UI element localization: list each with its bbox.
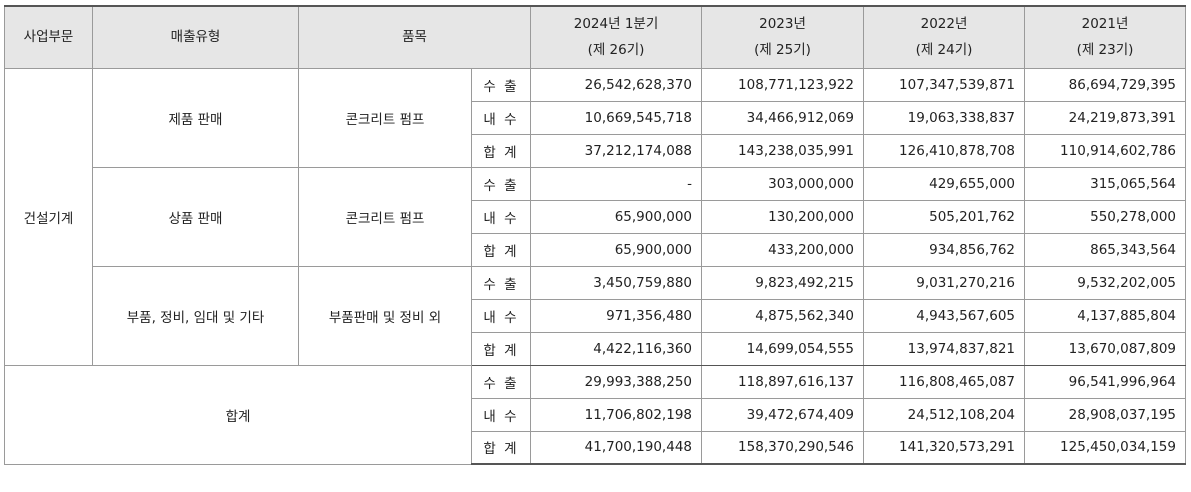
value-cell: 14,699,054,555 — [701, 331, 864, 366]
item-cell: 콘크리트 펌프 — [298, 67, 472, 168]
value-cell: 433,200,000 — [701, 232, 864, 267]
value-cell: 19,063,338,837 — [863, 100, 1025, 135]
header-row: 사업부문 매출유형 품목 2024년 1분기 (제 26기) 2023년 (제 … — [4, 5, 1186, 69]
value-cell: 126,410,878,708 — [863, 133, 1025, 168]
header-period-2024q1: 2024년 1분기 (제 26기) — [530, 5, 702, 69]
value-cell: 141,320,573,291 — [863, 430, 1025, 465]
value-cell: 130,200,000 — [701, 199, 864, 234]
value-cell: 158,370,290,546 — [701, 430, 864, 465]
value-cell: 9,823,492,215 — [701, 265, 864, 300]
table-row: 상품 판매 콘크리트 펌프 수 출 - 303,000,000 429,655,… — [5, 166, 1186, 267]
value-cell: 28,908,037,195 — [1024, 397, 1186, 432]
value-cell: 24,219,873,391 — [1024, 100, 1186, 135]
value-cell: 34,466,912,069 — [701, 100, 864, 135]
value-cell: 315,065,564 — [1024, 166, 1186, 201]
total-row: 합계 수 출 29,993,388,250 118,897,616,137 11… — [4, 364, 1186, 465]
table-row: 건설기계 제품 판매 콘크리트 펌프 수 출 26,542,628,370 10… — [4, 67, 1186, 366]
kind-cell: 합 계 — [471, 133, 531, 168]
kind-cell: 수 출 — [471, 265, 531, 300]
table-row: 합 계 37,212,174,088 143,238,035,991 126,4… — [5, 133, 1186, 168]
value-cell: 65,900,000 — [530, 232, 702, 267]
kind-cell: 수 출 — [471, 166, 531, 201]
kind-cell: 내 수 — [471, 199, 531, 234]
value-cell: 9,532,202,005 — [1024, 265, 1186, 300]
item-cell: 부품판매 및 정비 외 — [298, 265, 472, 366]
value-cell: 118,897,616,137 — [701, 364, 864, 399]
value-cell: 65,900,000 — [530, 199, 702, 234]
table-row: 부품, 정비, 임대 및 기타 부품판매 및 정비 외 수 출 3,450,75… — [5, 265, 1186, 366]
period-term: (제 24기) — [915, 42, 973, 59]
header-period-2023: 2023년 (제 25기) — [701, 5, 864, 69]
period-term: (제 25기) — [754, 42, 811, 59]
division-cell: 건설기계 — [4, 67, 93, 366]
table-row: 합 계 65,900,000 433,200,000 934,856,762 8… — [5, 232, 1186, 267]
value-cell: 3,450,759,880 — [530, 265, 702, 300]
period-term: (제 23기) — [1076, 42, 1134, 59]
value-cell: 13,670,087,809 — [1024, 331, 1186, 366]
value-cell: 125,450,034,159 — [1024, 430, 1186, 465]
period-year: 2024년 1분기 — [573, 16, 659, 33]
total-row: 합 계 41,700,190,448 158,370,290,546 141,3… — [5, 430, 1186, 465]
value-cell: 934,856,762 — [863, 232, 1025, 267]
value-cell: 110,914,602,786 — [1024, 133, 1186, 168]
period-term: (제 26기) — [587, 42, 645, 59]
value-cell: 13,974,837,821 — [863, 331, 1025, 366]
sales-table: 사업부문 매출유형 품목 2024년 1분기 (제 26기) 2023년 (제 … — [4, 5, 1186, 465]
value-cell: 303,000,000 — [701, 166, 864, 201]
period-year: 2023년 — [759, 16, 806, 33]
kind-cell: 내 수 — [471, 298, 531, 333]
value-cell: 865,343,564 — [1024, 232, 1186, 267]
header-sales-type: 매출유형 — [92, 5, 299, 69]
kind-cell: 합 계 — [471, 331, 531, 366]
value-cell: 37,212,174,088 — [530, 133, 702, 168]
kind-cell: 합 계 — [471, 232, 531, 267]
table-row: 내 수 65,900,000 130,200,000 505,201,762 5… — [5, 199, 1186, 234]
sales-type-cell: 부품, 정비, 임대 및 기타 — [92, 265, 299, 366]
value-cell: 29,993,388,250 — [530, 364, 702, 399]
kind-cell: 수 출 — [471, 67, 531, 102]
value-cell: 550,278,000 — [1024, 199, 1186, 234]
value-cell: 86,694,729,395 — [1024, 67, 1186, 102]
value-cell: 108,771,123,922 — [701, 67, 864, 102]
value-cell: 39,472,674,409 — [701, 397, 864, 432]
period-year: 2022년 — [920, 16, 968, 33]
value-cell: 24,512,108,204 — [863, 397, 1025, 432]
table-row: 내 수 10,669,545,718 34,466,912,069 19,063… — [5, 100, 1186, 135]
kind-cell: 수 출 — [471, 364, 531, 399]
value-cell: 41,700,190,448 — [530, 430, 702, 465]
header-item: 품목 — [298, 5, 531, 69]
value-cell: 9,031,270,216 — [863, 265, 1025, 300]
value-cell: 143,238,035,991 — [701, 133, 864, 168]
header-period-2022: 2022년 (제 24기) — [863, 5, 1025, 69]
kind-cell: 합 계 — [471, 430, 531, 465]
kind-cell: 내 수 — [471, 397, 531, 432]
value-cell: 4,422,116,360 — [530, 331, 702, 366]
value-cell: 11,706,802,198 — [530, 397, 702, 432]
table-row: 내 수 971,356,480 4,875,562,340 4,943,567,… — [5, 298, 1186, 333]
item-cell: 콘크리트 펌프 — [298, 166, 472, 267]
total-label: 합계 — [4, 364, 472, 465]
value-cell: 429,655,000 — [863, 166, 1025, 201]
value-cell: 10,669,545,718 — [530, 100, 702, 135]
value-cell: 4,943,567,605 — [863, 298, 1025, 333]
value-cell: 4,137,885,804 — [1024, 298, 1186, 333]
header-division: 사업부문 — [4, 5, 93, 69]
value-cell: 96,541,996,964 — [1024, 364, 1186, 399]
header-period-2021: 2021년 (제 23기) — [1024, 5, 1186, 69]
sales-type-cell: 제품 판매 — [92, 67, 299, 168]
table-row: 합 계 4,422,116,360 14,699,054,555 13,974,… — [5, 331, 1186, 366]
value-cell: 116,808,465,087 — [863, 364, 1025, 399]
value-cell: 971,356,480 — [530, 298, 702, 333]
value-cell: 26,542,628,370 — [530, 67, 702, 102]
kind-cell: 내 수 — [471, 100, 531, 135]
period-year: 2021년 — [1081, 16, 1129, 33]
value-cell: 505,201,762 — [863, 199, 1025, 234]
value-cell: 4,875,562,340 — [701, 298, 864, 333]
value-cell: - — [530, 166, 702, 201]
sales-type-cell: 상품 판매 — [92, 166, 299, 267]
value-cell: 107,347,539,871 — [863, 67, 1025, 102]
